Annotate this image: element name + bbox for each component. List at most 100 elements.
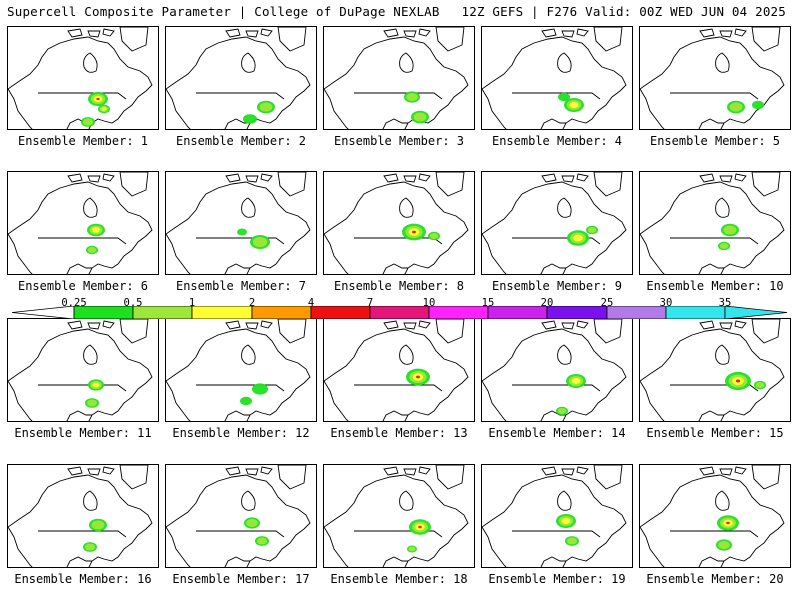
ensemble-member-label: Ensemble Member: 15	[646, 426, 784, 440]
hudson-bay	[557, 52, 572, 73]
coastline	[324, 36, 469, 129]
coastline	[482, 88, 507, 129]
arctic-island	[541, 466, 557, 476]
scp-contour-fill	[243, 114, 257, 124]
color-scale-tick-label: 15	[481, 297, 495, 309]
arctic-island	[719, 468, 733, 476]
scp-contour-fill	[723, 225, 737, 235]
greenland	[119, 27, 149, 52]
ensemble-member-11-map	[7, 318, 159, 422]
color-scale-tick-label: 0.25	[61, 297, 87, 309]
coastline	[640, 36, 785, 129]
gulf-coast	[66, 263, 92, 274]
arctic-island	[383, 28, 399, 38]
coastline	[8, 36, 153, 129]
scp-contour-fill	[92, 382, 100, 388]
arctic-island	[245, 468, 259, 476]
color-swatch	[310, 306, 371, 319]
gulf-coast	[66, 556, 92, 567]
color-scale-tick-label: 20	[540, 297, 554, 309]
arctic-island	[719, 30, 733, 38]
hudson-bay	[241, 197, 256, 218]
ensemble-member-1-map	[7, 26, 159, 130]
hudson-bay	[399, 344, 414, 365]
coastline	[324, 181, 469, 274]
greenland	[119, 319, 149, 344]
gulf-coast	[540, 556, 566, 567]
hudson-bay	[715, 490, 730, 511]
scp-contour-fill	[406, 92, 418, 102]
ensemble-member-8-map	[323, 171, 475, 275]
ensemble-member-label: Ensemble Member: 20	[646, 572, 784, 586]
ensemble-member-label: Ensemble Member: 13	[330, 426, 468, 440]
coastline	[640, 181, 785, 274]
hudson-bay	[557, 490, 572, 511]
ensemble-member-label: Ensemble Member: 14	[488, 426, 626, 440]
greenland	[593, 27, 623, 52]
coastline	[640, 474, 785, 567]
scp-contour-fill	[252, 383, 268, 395]
gulf-coast	[382, 410, 408, 421]
arctic-island	[403, 30, 417, 38]
us-canada-border	[354, 92, 443, 100]
hudson-bay	[557, 344, 572, 365]
ensemble-member-label: Ensemble Member: 19	[488, 572, 626, 586]
gulf-coast	[66, 410, 92, 421]
color-swatch	[369, 306, 430, 319]
arctic-island	[260, 28, 273, 37]
ensemble-member-label: Ensemble Member: 7	[175, 279, 307, 293]
greenland	[277, 27, 307, 52]
ensemble-member-3-map	[323, 26, 475, 130]
arctic-island	[225, 320, 241, 330]
ensemble-member-17-map	[165, 464, 317, 568]
coastline	[482, 181, 627, 274]
us-canada-border	[38, 530, 127, 538]
ensemble-member-6-map	[7, 171, 159, 275]
hudson-bay	[83, 197, 98, 218]
greenland	[751, 172, 781, 197]
scp-contour-fill	[752, 100, 764, 110]
hudson-bay	[241, 52, 256, 73]
us-canada-border	[670, 530, 759, 538]
color-scale-tick-label: 35	[718, 297, 732, 309]
arctic-island	[561, 468, 575, 476]
scp-contour-fill	[256, 537, 268, 545]
coastline	[482, 233, 507, 274]
color-scale-tick-label: 7	[366, 297, 374, 309]
scp-contour-fill	[237, 228, 247, 236]
us-canada-border	[354, 384, 443, 392]
color-swatch	[251, 306, 312, 319]
color-scale-bar	[12, 306, 788, 319]
coastline	[324, 233, 349, 274]
coastline	[482, 380, 507, 421]
ensemble-member-13-map	[323, 318, 475, 422]
arctic-island	[67, 173, 83, 183]
arctic-island	[87, 30, 101, 38]
valid-time: 12Z GEFS | F276 Valid: 00Z WED JUN 04 20…	[461, 4, 786, 19]
scp-contour-fill	[719, 242, 729, 250]
arctic-island	[67, 320, 83, 330]
hudson-bay	[83, 52, 98, 73]
coastline	[324, 88, 349, 129]
ensemble-member-15-map	[639, 318, 791, 422]
color-scale-tick-label: 10	[422, 297, 436, 309]
greenland	[435, 27, 465, 52]
coastline	[166, 181, 311, 274]
coastline	[8, 328, 153, 421]
scp-contour-fill	[729, 102, 743, 112]
ensemble-member-label: Ensemble Member: 11	[14, 426, 152, 440]
gulf-coast	[540, 263, 566, 274]
scp-contour-fill	[561, 517, 571, 525]
color-scale-tick-label: 4	[307, 297, 315, 309]
scp-contour-fill	[413, 112, 427, 122]
scp-contour-fill	[429, 232, 439, 240]
ensemble-member-10-map	[639, 171, 791, 275]
us-canada-border	[196, 384, 285, 392]
coastline	[640, 88, 665, 129]
color-scale-tick-label: 0.5	[123, 297, 143, 309]
ensemble-member-label: Ensemble Member: 5	[649, 134, 781, 148]
greenland	[593, 319, 623, 344]
arctic-island	[260, 466, 273, 475]
coastline	[8, 380, 33, 421]
arctic-island	[734, 320, 747, 329]
